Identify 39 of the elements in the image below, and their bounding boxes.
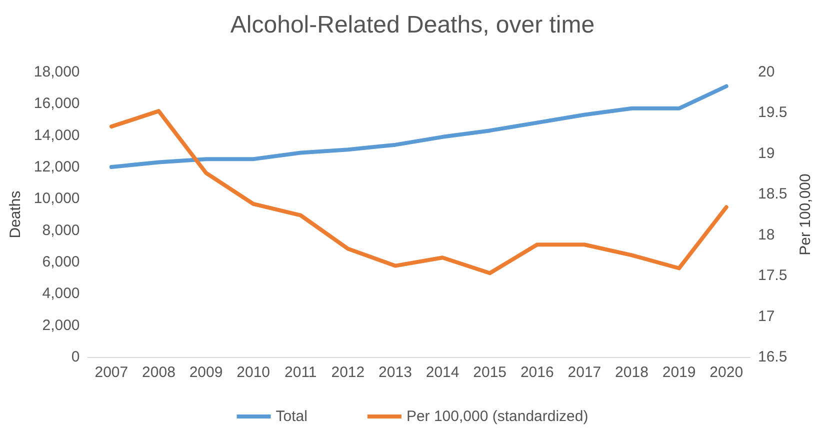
x-tick-label: 2014 [426,364,460,381]
y2-tick-label: 16.5 [758,348,788,366]
y2-tick-label: 18.5 [758,186,788,203]
y-tick-label: 12,000 [34,158,80,176]
x-tick-label: 2019 [662,364,696,381]
y2-tick-label: 18 [758,226,775,244]
x-tick-label: 2007 [94,364,128,381]
y-tick-label: 0 [71,348,80,366]
line-series [109,84,728,169]
y2-axis-title: Per 100,000 [797,174,814,256]
y-axis-title: Deaths [7,190,24,238]
x-tick-label: 2018 [615,364,648,381]
line-series [109,109,728,276]
y-tick-label: 16,000 [34,95,80,112]
x-tick-label: 2009 [189,364,223,381]
x-tick-label: 2013 [378,364,412,381]
y2-tick-label: 19 [758,144,775,162]
y-tick-label: 10,000 [34,190,80,208]
y-tick-label: 18,000 [34,64,80,80]
legend-label: Per 100,000 (standardized) [406,408,588,425]
x-tick-label: 2012 [331,364,365,381]
y2-tick-label: 17 [758,308,775,325]
x-tick-label: 2011 [284,364,317,381]
y2-tick-label: 19.5 [758,104,788,122]
x-tick-label: 2020 [710,364,744,381]
y-tick-label: 4,000 [42,285,80,302]
y2-tick-label: 20 [758,64,775,80]
legend-label: Total [276,408,308,425]
y-tick-label: 8,000 [42,222,80,239]
x-tick-label: 2008 [142,364,176,381]
y-tick-label: 14,000 [34,126,80,144]
y2-tick-label: 17.5 [758,267,788,284]
y-tick-label: 6,000 [42,254,80,270]
chart-title: Alcohol-Related Deaths, over time [230,12,595,38]
x-tick-label: 2015 [473,364,507,381]
y-tick-label: 2,000 [42,316,80,334]
x-tick-label: 2010 [236,364,270,381]
x-tick-label: 2017 [568,364,602,381]
x-tick-label: 2016 [520,364,554,381]
